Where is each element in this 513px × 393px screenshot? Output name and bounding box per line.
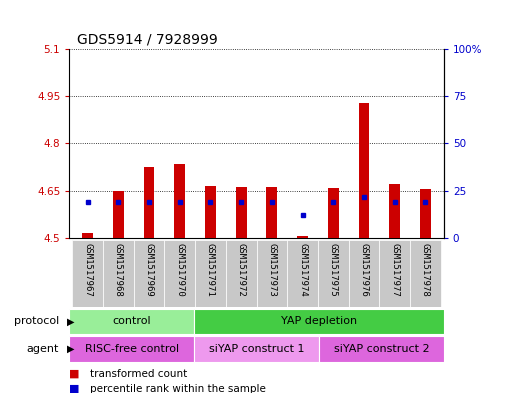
- Bar: [72, 240, 103, 307]
- Text: transformed count: transformed count: [90, 369, 187, 379]
- Bar: [103, 240, 134, 307]
- Text: GSM1517967: GSM1517967: [83, 243, 92, 297]
- Bar: [410, 240, 441, 307]
- Bar: [195, 240, 226, 307]
- Bar: [113, 191, 124, 238]
- Bar: [328, 188, 339, 238]
- Bar: [226, 240, 256, 307]
- Text: RISC-free control: RISC-free control: [85, 344, 179, 354]
- Bar: [174, 164, 185, 238]
- Bar: [82, 233, 93, 238]
- Text: GSM1517970: GSM1517970: [175, 243, 184, 297]
- Bar: [236, 187, 247, 238]
- Text: GSM1517973: GSM1517973: [267, 243, 277, 297]
- Bar: [287, 240, 318, 307]
- Bar: [389, 184, 400, 238]
- Text: ■: ■: [69, 384, 80, 393]
- Bar: [134, 240, 164, 307]
- Bar: [266, 187, 277, 238]
- Bar: [69, 336, 194, 362]
- Bar: [379, 240, 410, 307]
- Text: GSM1517976: GSM1517976: [360, 243, 368, 297]
- Text: protocol: protocol: [14, 316, 59, 326]
- Text: GDS5914 / 7928999: GDS5914 / 7928999: [77, 33, 218, 46]
- Text: GSM1517974: GSM1517974: [298, 243, 307, 297]
- Bar: [164, 240, 195, 307]
- Text: GSM1517969: GSM1517969: [145, 243, 153, 297]
- Bar: [194, 336, 319, 362]
- Text: GSM1517971: GSM1517971: [206, 243, 215, 297]
- Text: agent: agent: [27, 344, 59, 354]
- Text: GSM1517977: GSM1517977: [390, 243, 399, 297]
- Bar: [359, 103, 369, 238]
- Text: ▶: ▶: [67, 316, 74, 326]
- Bar: [349, 240, 379, 307]
- Bar: [420, 189, 431, 238]
- Text: control: control: [112, 316, 151, 326]
- Text: YAP depletion: YAP depletion: [281, 316, 357, 326]
- Bar: [194, 309, 444, 334]
- Text: GSM1517972: GSM1517972: [236, 243, 246, 297]
- Text: siYAP construct 1: siYAP construct 1: [209, 344, 304, 354]
- Text: GSM1517978: GSM1517978: [421, 243, 430, 297]
- Text: GSM1517975: GSM1517975: [329, 243, 338, 297]
- Text: percentile rank within the sample: percentile rank within the sample: [90, 384, 266, 393]
- Text: ■: ■: [69, 369, 80, 379]
- Text: siYAP construct 2: siYAP construct 2: [333, 344, 429, 354]
- Bar: [256, 240, 287, 307]
- Bar: [319, 336, 444, 362]
- Bar: [205, 186, 216, 238]
- Bar: [69, 309, 194, 334]
- Text: ▶: ▶: [67, 344, 74, 354]
- Bar: [144, 167, 154, 238]
- Bar: [297, 236, 308, 238]
- Text: GSM1517968: GSM1517968: [114, 243, 123, 297]
- Bar: [318, 240, 349, 307]
